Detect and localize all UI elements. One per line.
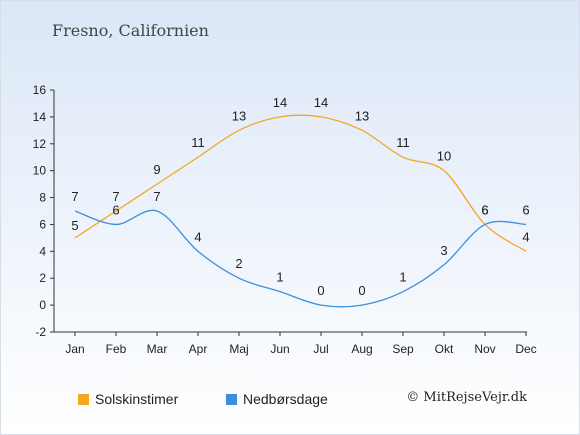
sunshine-data-label: 6 <box>481 202 488 217</box>
rain-days-data-label: 6 <box>112 202 119 217</box>
x-tick-label: Okt <box>435 342 454 356</box>
x-tick-label: Jan <box>65 342 84 356</box>
y-tick-label: -2 <box>35 325 46 339</box>
sunshine-data-label: 11 <box>396 135 410 150</box>
y-tick-label: 14 <box>33 110 47 124</box>
rain-days-data-label: 4 <box>194 229 201 244</box>
x-tick-label: Maj <box>229 342 248 356</box>
rain-days-data-label: 7 <box>71 189 78 204</box>
sunshine-data-label: 14 <box>314 95 328 110</box>
legend-swatch-sunshine <box>78 393 89 405</box>
rain-days-data-label: 3 <box>440 243 447 258</box>
sunshine-data-label: 11 <box>191 135 205 150</box>
chart-title: Fresno, Californien <box>52 21 209 40</box>
sunshine-series-line <box>74 114 527 252</box>
y-tick-label: 2 <box>39 271 46 285</box>
y-tick-label: 16 <box>33 83 47 97</box>
rain-days-data-label: 1 <box>276 270 283 285</box>
x-tick-label: Dec <box>515 342 536 356</box>
x-tick-label: Nov <box>474 342 495 356</box>
rain-days-data-label: 6 <box>481 202 488 217</box>
x-tick-label: Mar <box>147 342 168 356</box>
legend-item-rain-days: Nedbørsdage <box>226 391 328 407</box>
rain-days-data-label: 6 <box>522 202 529 217</box>
legend-swatch-rain-days <box>226 393 237 405</box>
rain-days-data-label: 2 <box>235 256 242 271</box>
sunshine-data-label: 13 <box>355 108 369 123</box>
legend-label-sunshine: Solskinstimer <box>95 391 179 407</box>
rain-days-data-label: 0 <box>317 283 324 298</box>
sunshine-data-label: 13 <box>232 108 246 123</box>
x-tick-label: Aug <box>351 342 372 356</box>
y-tick-label: 0 <box>39 298 46 312</box>
sunshine-data-label: 10 <box>437 149 451 164</box>
legend-item-sunshine: Solskinstimer <box>78 391 178 407</box>
y-tick-label: 12 <box>33 137 47 151</box>
rain-days-series-line <box>74 209 527 308</box>
x-tick-label: Apr <box>189 342 208 356</box>
y-tick-label: 8 <box>39 191 46 205</box>
x-tick-label: Feb <box>106 342 127 356</box>
rain-days-data-label: 1 <box>399 270 406 285</box>
rain-days-data-label: 0 <box>358 283 365 298</box>
sunshine-data-label: 14 <box>273 95 287 110</box>
sunshine-data-label: 9 <box>153 162 160 177</box>
y-tick-label: 10 <box>33 164 47 178</box>
x-tick-label: Sep <box>392 342 414 356</box>
x-tick-label: Jul <box>313 342 328 356</box>
sunshine-data-label: 4 <box>522 229 529 244</box>
y-tick-label: 6 <box>39 217 46 231</box>
y-tick-label: 4 <box>39 244 46 258</box>
x-tick-label: Jun <box>270 342 289 356</box>
legend-label-rain-days: Nedbørsdage <box>243 391 328 407</box>
rain-days-data-label: 7 <box>153 189 160 204</box>
credit-link[interactable]: © MitRejseVejr.dk <box>406 390 527 405</box>
sunshine-data-label: 7 <box>112 189 119 204</box>
sunshine-data-label: 5 <box>71 218 78 233</box>
